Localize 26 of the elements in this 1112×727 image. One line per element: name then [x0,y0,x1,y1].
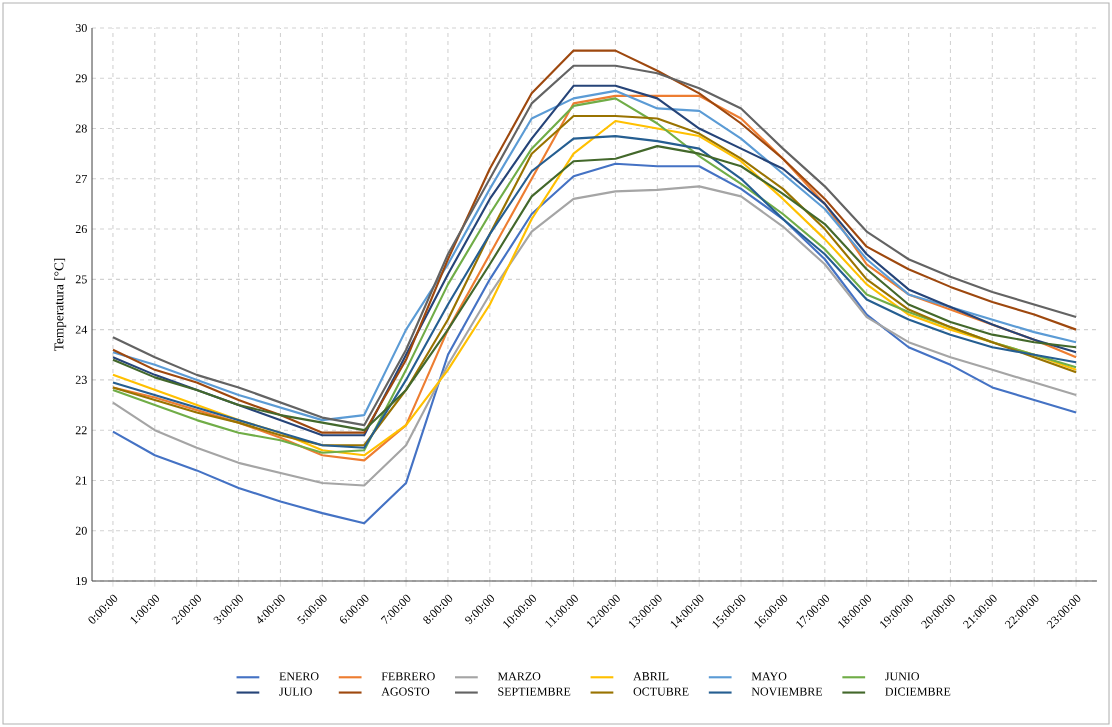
y-tick-label: 23 [75,375,87,384]
y-tick-label: 29 [75,74,87,83]
legend-label: NOVIEMBRE [751,687,823,696]
y-tick-label: 21 [75,476,87,485]
legend-label: DICIEMBRE [885,687,951,696]
legend-label: ENERO [279,672,319,681]
legend-label: MAYO [751,672,787,681]
legend-label: OCTUBRE [633,687,689,696]
y-tick-label: 20 [75,526,87,535]
legend-label: FEBRERO [381,672,435,681]
y-tick-label: 25 [75,275,87,284]
legend-label: MARZO [497,672,541,681]
y-tick-label: 24 [75,325,88,334]
y-axis-title: Temperatura [°C] [54,258,67,352]
legend-label: ABRIL [633,672,669,681]
legend-label: SEPTIEMBRE [498,687,571,696]
y-tick-label: 28 [75,124,87,133]
line-series [111,162,1078,525]
y-tick-label: 22 [75,426,87,435]
y-tick-label: 26 [75,225,87,234]
y-tick-label: 27 [75,174,87,183]
legend-label: AGOSTO [381,687,430,696]
legend-label: JUNIO [885,672,920,681]
legend-label: JULIO [279,687,312,696]
y-tick-label: 30 [75,23,87,33]
y-tick-label: 19 [76,576,87,586]
